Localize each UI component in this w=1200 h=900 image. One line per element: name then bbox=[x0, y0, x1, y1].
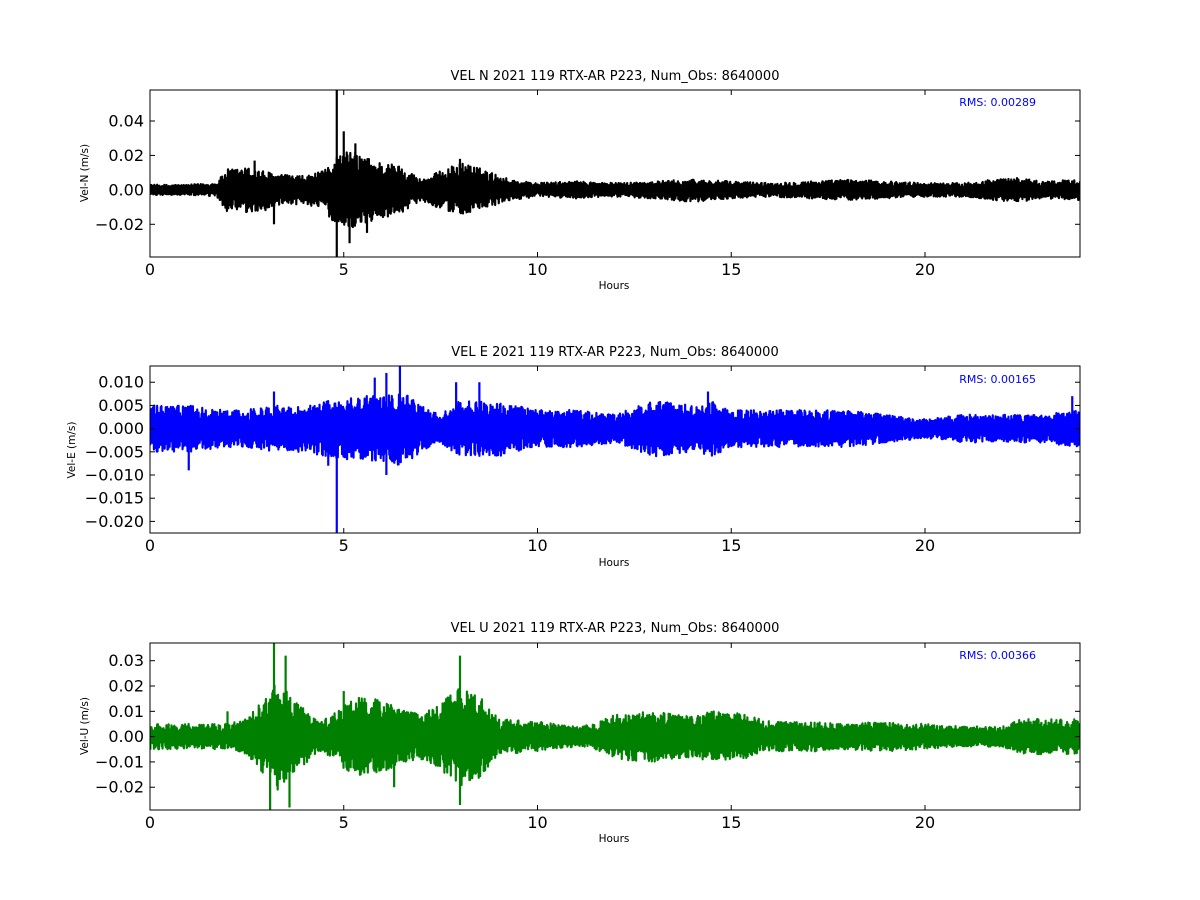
y-tick-label: 0.04 bbox=[108, 111, 144, 130]
x-tick-label: 10 bbox=[527, 536, 547, 555]
y-tick-label: 0.01 bbox=[108, 702, 144, 721]
chart-title: VEL E 2021 119 RTX-AR P223, Num_Obs: 864… bbox=[451, 345, 778, 360]
y-axis-label: Vel-U (m/s) bbox=[79, 697, 91, 755]
plot-frame bbox=[149, 89, 1081, 258]
x-tick-label: 20 bbox=[915, 536, 935, 555]
x-tick-label: 5 bbox=[339, 260, 349, 279]
x-tick-label: 0 bbox=[145, 813, 155, 832]
plot-frame bbox=[149, 642, 1081, 811]
x-tick-label: 5 bbox=[339, 813, 349, 832]
rms-annotation: RMS: 0.00366 bbox=[959, 649, 1036, 662]
x-tick-label: 0 bbox=[145, 260, 155, 279]
y-tick-label: 0.03 bbox=[108, 651, 144, 670]
plot-frame bbox=[149, 365, 1081, 534]
chart-title: VEL N 2021 119 RTX-AR P223, Num_Obs: 864… bbox=[451, 69, 780, 84]
y-tick-label: −0.01 bbox=[95, 752, 144, 771]
x-axis-label: Hours bbox=[599, 833, 630, 845]
x-axis-label: Hours bbox=[599, 557, 630, 569]
y-tick-label: 0.02 bbox=[108, 677, 144, 696]
x-tick-label: 15 bbox=[721, 536, 741, 555]
series-trace bbox=[150, 684, 1080, 791]
y-tick-label: −0.02 bbox=[95, 778, 144, 797]
x-tick-label: 10 bbox=[527, 260, 547, 279]
y-axis-label: Vel-N (m/s) bbox=[79, 144, 91, 202]
y-tick-label: −0.020 bbox=[85, 512, 144, 531]
x-tick-label: 5 bbox=[339, 536, 349, 555]
y-tick-label: −0.010 bbox=[85, 466, 144, 485]
panel-vel-n: VEL N 2021 119 RTX-AR P223, Num_Obs: 864… bbox=[79, 69, 1081, 292]
y-tick-label: 0.00 bbox=[108, 727, 144, 746]
y-axis-label: Vel-E (m/s) bbox=[66, 422, 78, 479]
y-tick-label: 0.010 bbox=[98, 373, 144, 392]
y-tick-label: −0.02 bbox=[95, 215, 144, 234]
x-axis-label: Hours bbox=[599, 280, 630, 292]
panel-vel-u: VEL U 2021 119 RTX-AR P223, Num_Obs: 864… bbox=[79, 621, 1081, 845]
rms-annotation: RMS: 0.00165 bbox=[959, 373, 1036, 386]
y-tick-label: 0.00 bbox=[108, 180, 144, 199]
y-tick-label: −0.005 bbox=[85, 442, 144, 461]
y-tick-label: 0.02 bbox=[108, 146, 144, 165]
chart-title: VEL U 2021 119 RTX-AR P223, Num_Obs: 864… bbox=[451, 621, 780, 636]
x-tick-label: 15 bbox=[721, 260, 741, 279]
series-trace bbox=[150, 393, 1080, 466]
y-tick-label: −0.015 bbox=[85, 489, 144, 508]
y-tick-label: 0.005 bbox=[98, 396, 144, 415]
x-tick-label: 10 bbox=[527, 813, 547, 832]
x-tick-label: 20 bbox=[915, 813, 935, 832]
y-tick-label: 0.000 bbox=[98, 419, 144, 438]
x-tick-label: 0 bbox=[145, 536, 155, 555]
panel-vel-e: VEL E 2021 119 RTX-AR P223, Num_Obs: 864… bbox=[66, 345, 1081, 569]
x-tick-label: 15 bbox=[721, 813, 741, 832]
x-tick-label: 20 bbox=[915, 260, 935, 279]
rms-annotation: RMS: 0.00289 bbox=[959, 96, 1036, 109]
series-trace bbox=[150, 151, 1080, 229]
